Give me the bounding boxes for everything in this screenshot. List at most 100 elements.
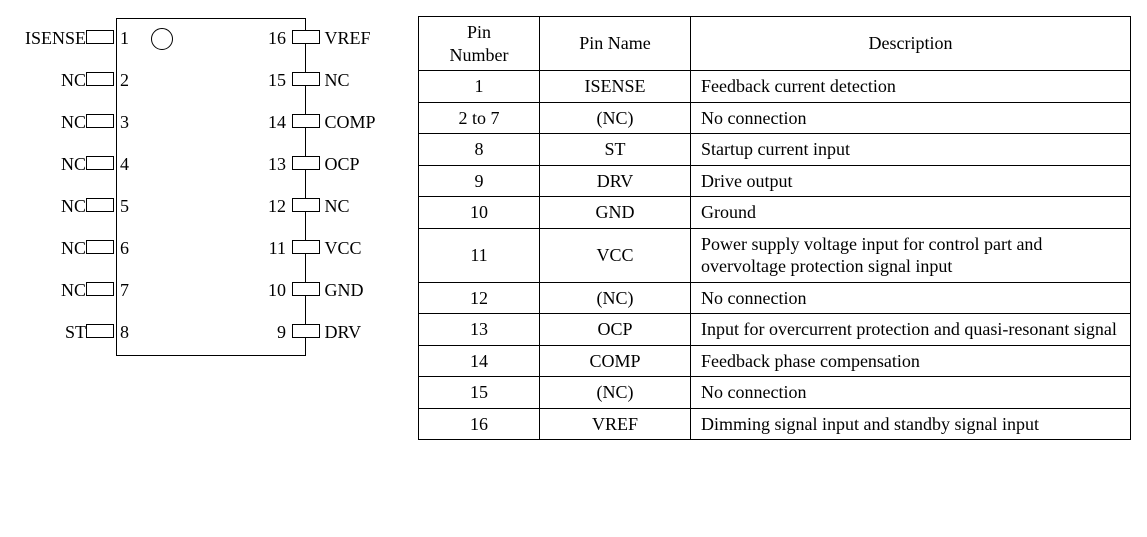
pin-row-right: 14 COMP (203, 108, 390, 132)
pin-row-right: 16 VREF (203, 24, 390, 48)
cell-pin-name: (NC) (540, 377, 691, 409)
cell-pin-name: (NC) (540, 102, 691, 134)
cell-description: No connection (691, 282, 1131, 314)
table-row: 13OCPInput for overcurrent protection an… (419, 314, 1131, 346)
pin-number: 5 (114, 194, 150, 218)
cell-description: Feedback current detection (691, 71, 1131, 103)
pin-row-left: NC 6 (16, 234, 203, 258)
ic-package-diagram: ISENSE1NC2NC3NC4NC5NC6NC7ST8 16 VREF15 N… (16, 16, 390, 359)
cell-description: Input for overcurrent protection and qua… (691, 314, 1131, 346)
table-row: 8STStartup current input (419, 134, 1131, 166)
pin-pad-icon (86, 324, 114, 338)
cell-pin-name: VCC (540, 228, 691, 282)
pin-pad-icon (292, 156, 320, 170)
table-row: 9DRVDrive output (419, 165, 1131, 197)
pin-label: VCC (320, 236, 390, 260)
pin-row-right: 12 NC (203, 192, 390, 216)
pin-pad-icon (292, 324, 320, 338)
pin-description-table: PinNumber Pin Name Description 1ISENSEFe… (418, 16, 1131, 440)
pin-label: NC (16, 236, 86, 260)
pin-number: 12 (256, 194, 292, 218)
pin-label: OCP (320, 152, 390, 176)
table-row: 2 to 7(NC)No connection (419, 102, 1131, 134)
pin-number: 14 (256, 110, 292, 134)
pin-pad-icon (86, 114, 114, 128)
pin-label: VREF (320, 26, 390, 50)
pin-row-left: ISENSE 1 (16, 24, 203, 48)
pin-label: NC (16, 152, 86, 176)
cell-pin-number: 16 (419, 408, 540, 440)
table-row: 15(NC)No connection (419, 377, 1131, 409)
pin-number: 16 (256, 26, 292, 50)
pin-label: NC (16, 110, 86, 134)
pin-pad-icon (86, 30, 114, 44)
pin-label: ST (16, 320, 86, 344)
pin-number: 3 (114, 110, 150, 134)
pin-pad-icon (86, 198, 114, 212)
header-pin-number: PinNumber (419, 17, 540, 71)
pin-number: 1 (114, 26, 150, 50)
pin-pad-icon (292, 240, 320, 254)
pin-row-right: 11 VCC (203, 234, 390, 258)
table-row: 14COMPFeedback phase compensation (419, 345, 1131, 377)
pin-label: NC (320, 68, 390, 92)
cell-pin-name: ISENSE (540, 71, 691, 103)
cell-pin-name: ST (540, 134, 691, 166)
pin-label: NC (16, 194, 86, 218)
pin-row-left: NC 4 (16, 150, 203, 174)
cell-pin-name: DRV (540, 165, 691, 197)
cell-pin-number: 13 (419, 314, 540, 346)
table-row: 12(NC)No connection (419, 282, 1131, 314)
pin-row-right: 15 NC (203, 66, 390, 90)
cell-description: Feedback phase compensation (691, 345, 1131, 377)
header-description: Description (691, 17, 1131, 71)
pin-pad-icon (86, 282, 114, 296)
pin-number: 10 (256, 278, 292, 302)
table-row: 10GNDGround (419, 197, 1131, 229)
pin-label: ISENSE (16, 26, 86, 50)
cell-pin-number: 8 (419, 134, 540, 166)
pin-number: 13 (256, 152, 292, 176)
pin-pad-icon (292, 30, 320, 44)
cell-description: Power supply voltage input for control p… (691, 228, 1131, 282)
pin-pad-icon (292, 282, 320, 296)
pin-row-left: NC2 (16, 66, 203, 90)
table-row: 16VREFDimming signal input and standby s… (419, 408, 1131, 440)
cell-pin-number: 11 (419, 228, 540, 282)
table-row: 11VCCPower supply voltage input for cont… (419, 228, 1131, 282)
pin-row-left: NC 3 (16, 108, 203, 132)
pin-label: GND (320, 278, 390, 302)
cell-pin-number: 15 (419, 377, 540, 409)
cell-description: Drive output (691, 165, 1131, 197)
pin-row-left: NC 5 (16, 192, 203, 216)
pin-pad-icon (86, 240, 114, 254)
table-header-row: PinNumber Pin Name Description (419, 17, 1131, 71)
cell-pin-name: VREF (540, 408, 691, 440)
pin-number: 8 (114, 320, 150, 344)
pin-label: DRV (320, 320, 390, 344)
pin-number: 9 (256, 320, 292, 344)
pin-number: 4 (114, 152, 150, 176)
pin-number: 11 (256, 236, 292, 260)
figure-root: ISENSE1NC2NC3NC4NC5NC6NC7ST8 16 VREF15 N… (16, 16, 1131, 440)
pin-label: COMP (320, 110, 390, 134)
cell-pin-name: (NC) (540, 282, 691, 314)
cell-description: Startup current input (691, 134, 1131, 166)
cell-pin-name: OCP (540, 314, 691, 346)
pin-row-right: 10 GND (203, 276, 390, 300)
pin-pad-icon (292, 72, 320, 86)
pin-pad-icon (86, 156, 114, 170)
cell-description: No connection (691, 377, 1131, 409)
cell-pin-number: 10 (419, 197, 540, 229)
pin-label: NC (16, 68, 86, 92)
cell-pin-number: 9 (419, 165, 540, 197)
pin-number: 6 (114, 236, 150, 260)
cell-pin-number: 1 (419, 71, 540, 103)
table-row: 1ISENSEFeedback current detection (419, 71, 1131, 103)
cell-description: Dimming signal input and standby signal … (691, 408, 1131, 440)
pin-pad-icon (292, 114, 320, 128)
cell-pin-number: 2 to 7 (419, 102, 540, 134)
pin-pad-icon (86, 72, 114, 86)
pin-row-right: 9 DRV (203, 318, 390, 342)
cell-description: Ground (691, 197, 1131, 229)
